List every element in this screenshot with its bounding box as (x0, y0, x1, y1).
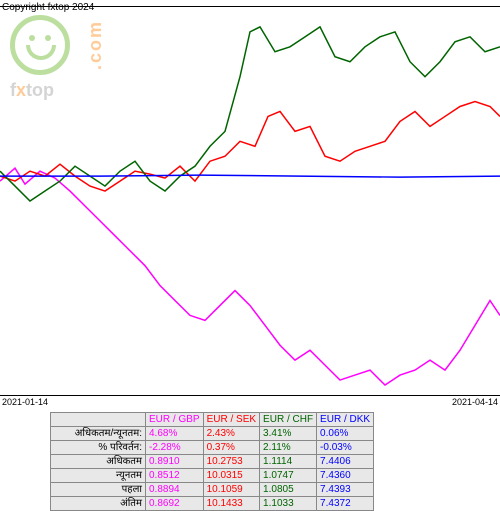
series-eurgbp (0, 168, 500, 385)
x-axis-start: 2021-01-14 (2, 397, 48, 407)
table-row: अधिकतम/न्यूनतम:4.68%2.43%3.41%0.06% (51, 427, 374, 441)
series-eursek (0, 102, 500, 192)
col-eurgbp: EUR / GBP (146, 413, 204, 427)
table-header-row: EUR / GBP EUR / SEK EUR / CHF EUR / DKK (51, 413, 374, 427)
table-row: अधिकतम0.891010.27531.11147.4406 (51, 455, 374, 469)
series-eurdkk (0, 175, 500, 177)
table-row: अंतिम0.869210.14331.10337.4372 (51, 497, 374, 511)
col-eurchf: EUR / CHF (260, 413, 317, 427)
table-row: पहला0.889410.10591.08057.4393 (51, 483, 374, 497)
col-eursek: EUR / SEK (203, 413, 259, 427)
col-eurdkk: EUR / DKK (317, 413, 374, 427)
currency-data-table: EUR / GBP EUR / SEK EUR / CHF EUR / DKK … (50, 412, 374, 511)
series-eurchf (0, 27, 500, 201)
table-row: न्यूनतम0.851210.03151.07477.4360 (51, 469, 374, 483)
x-axis-end: 2021-04-14 (452, 397, 498, 407)
currency-chart (0, 6, 500, 396)
table-row: % परिवर्तन:-2.28%0.37%2.11%-0.03% (51, 441, 374, 455)
